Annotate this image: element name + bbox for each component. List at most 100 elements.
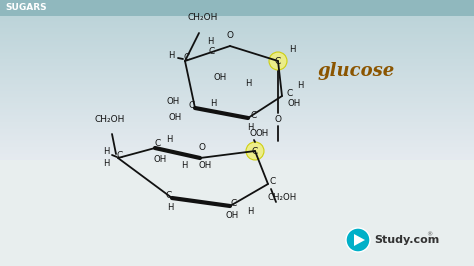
Text: ®: ® bbox=[426, 232, 432, 238]
Bar bbox=[0, 63, 474, 64]
Text: OH: OH bbox=[213, 73, 227, 82]
Text: H: H bbox=[181, 161, 187, 171]
Bar bbox=[0, 30, 474, 31]
Bar bbox=[0, 154, 474, 155]
Bar bbox=[0, 97, 474, 98]
Bar bbox=[0, 153, 474, 154]
Bar bbox=[0, 21, 474, 22]
Bar bbox=[0, 101, 474, 102]
Bar bbox=[0, 57, 474, 58]
Text: glucose: glucose bbox=[318, 62, 395, 80]
Bar bbox=[0, 54, 474, 55]
Text: H: H bbox=[168, 51, 174, 60]
Text: Study.com: Study.com bbox=[374, 235, 439, 245]
Bar bbox=[0, 83, 474, 84]
Text: O: O bbox=[249, 128, 256, 138]
Text: C: C bbox=[275, 56, 281, 65]
Bar bbox=[0, 77, 474, 78]
Circle shape bbox=[346, 228, 370, 252]
Bar bbox=[0, 12, 474, 13]
Bar bbox=[0, 141, 474, 142]
Text: O: O bbox=[274, 114, 282, 123]
Bar bbox=[0, 150, 474, 151]
Text: OH: OH bbox=[168, 114, 182, 123]
Bar bbox=[0, 112, 474, 113]
Text: C: C bbox=[155, 139, 161, 148]
Text: C: C bbox=[209, 48, 215, 56]
Text: H: H bbox=[247, 206, 253, 215]
Text: C: C bbox=[251, 110, 257, 119]
Text: H: H bbox=[297, 81, 303, 90]
Bar bbox=[0, 6, 474, 7]
Bar bbox=[0, 41, 474, 42]
Bar bbox=[0, 23, 474, 24]
Bar bbox=[0, 71, 474, 72]
Bar bbox=[0, 124, 474, 125]
Bar bbox=[0, 68, 474, 69]
Bar bbox=[0, 24, 474, 25]
Bar bbox=[0, 119, 474, 120]
Bar bbox=[0, 0, 474, 1]
Bar bbox=[0, 42, 474, 43]
Bar bbox=[0, 114, 474, 115]
Bar bbox=[0, 109, 474, 110]
Text: H: H bbox=[289, 44, 295, 53]
Bar bbox=[0, 59, 474, 60]
Bar bbox=[0, 95, 474, 96]
Bar bbox=[0, 40, 474, 41]
Bar bbox=[0, 91, 474, 92]
Bar bbox=[0, 110, 474, 111]
Bar bbox=[0, 7, 474, 8]
Bar bbox=[0, 149, 474, 150]
Bar bbox=[0, 37, 474, 38]
Bar bbox=[0, 139, 474, 140]
Text: H: H bbox=[207, 38, 213, 47]
Bar bbox=[0, 29, 474, 30]
Bar bbox=[0, 53, 474, 54]
Bar bbox=[0, 148, 474, 149]
Bar bbox=[0, 22, 474, 23]
Bar bbox=[0, 85, 474, 86]
Bar bbox=[0, 120, 474, 121]
Bar bbox=[0, 2, 474, 3]
Bar bbox=[0, 157, 474, 158]
Bar bbox=[0, 89, 474, 90]
Bar bbox=[0, 146, 474, 147]
Bar bbox=[0, 10, 474, 11]
Bar bbox=[0, 38, 474, 39]
Bar bbox=[0, 52, 474, 53]
Bar bbox=[0, 50, 474, 51]
Bar bbox=[0, 31, 474, 32]
Bar bbox=[0, 100, 474, 101]
Text: H: H bbox=[245, 80, 251, 89]
Bar bbox=[0, 113, 474, 114]
Bar bbox=[0, 16, 474, 17]
Bar bbox=[0, 106, 474, 107]
Bar bbox=[0, 18, 474, 19]
Text: H: H bbox=[167, 203, 173, 213]
Bar bbox=[0, 127, 474, 128]
Bar bbox=[0, 1, 474, 2]
Bar bbox=[0, 14, 474, 15]
Text: H: H bbox=[247, 123, 253, 132]
Bar bbox=[0, 87, 474, 88]
Bar bbox=[0, 62, 474, 63]
Bar bbox=[0, 135, 474, 136]
Bar bbox=[0, 99, 474, 100]
Bar bbox=[0, 140, 474, 141]
Text: OH: OH bbox=[287, 99, 301, 109]
Bar bbox=[0, 156, 474, 157]
Bar bbox=[0, 102, 474, 103]
Bar bbox=[0, 108, 474, 109]
Bar bbox=[0, 20, 474, 21]
Bar bbox=[0, 131, 474, 132]
Bar bbox=[0, 159, 474, 160]
Bar bbox=[0, 88, 474, 89]
Bar bbox=[0, 92, 474, 93]
Text: OH: OH bbox=[199, 161, 211, 171]
Bar bbox=[0, 79, 474, 80]
Bar bbox=[0, 34, 474, 35]
Text: H: H bbox=[210, 98, 216, 107]
Bar bbox=[0, 46, 474, 47]
Bar bbox=[0, 8, 474, 9]
